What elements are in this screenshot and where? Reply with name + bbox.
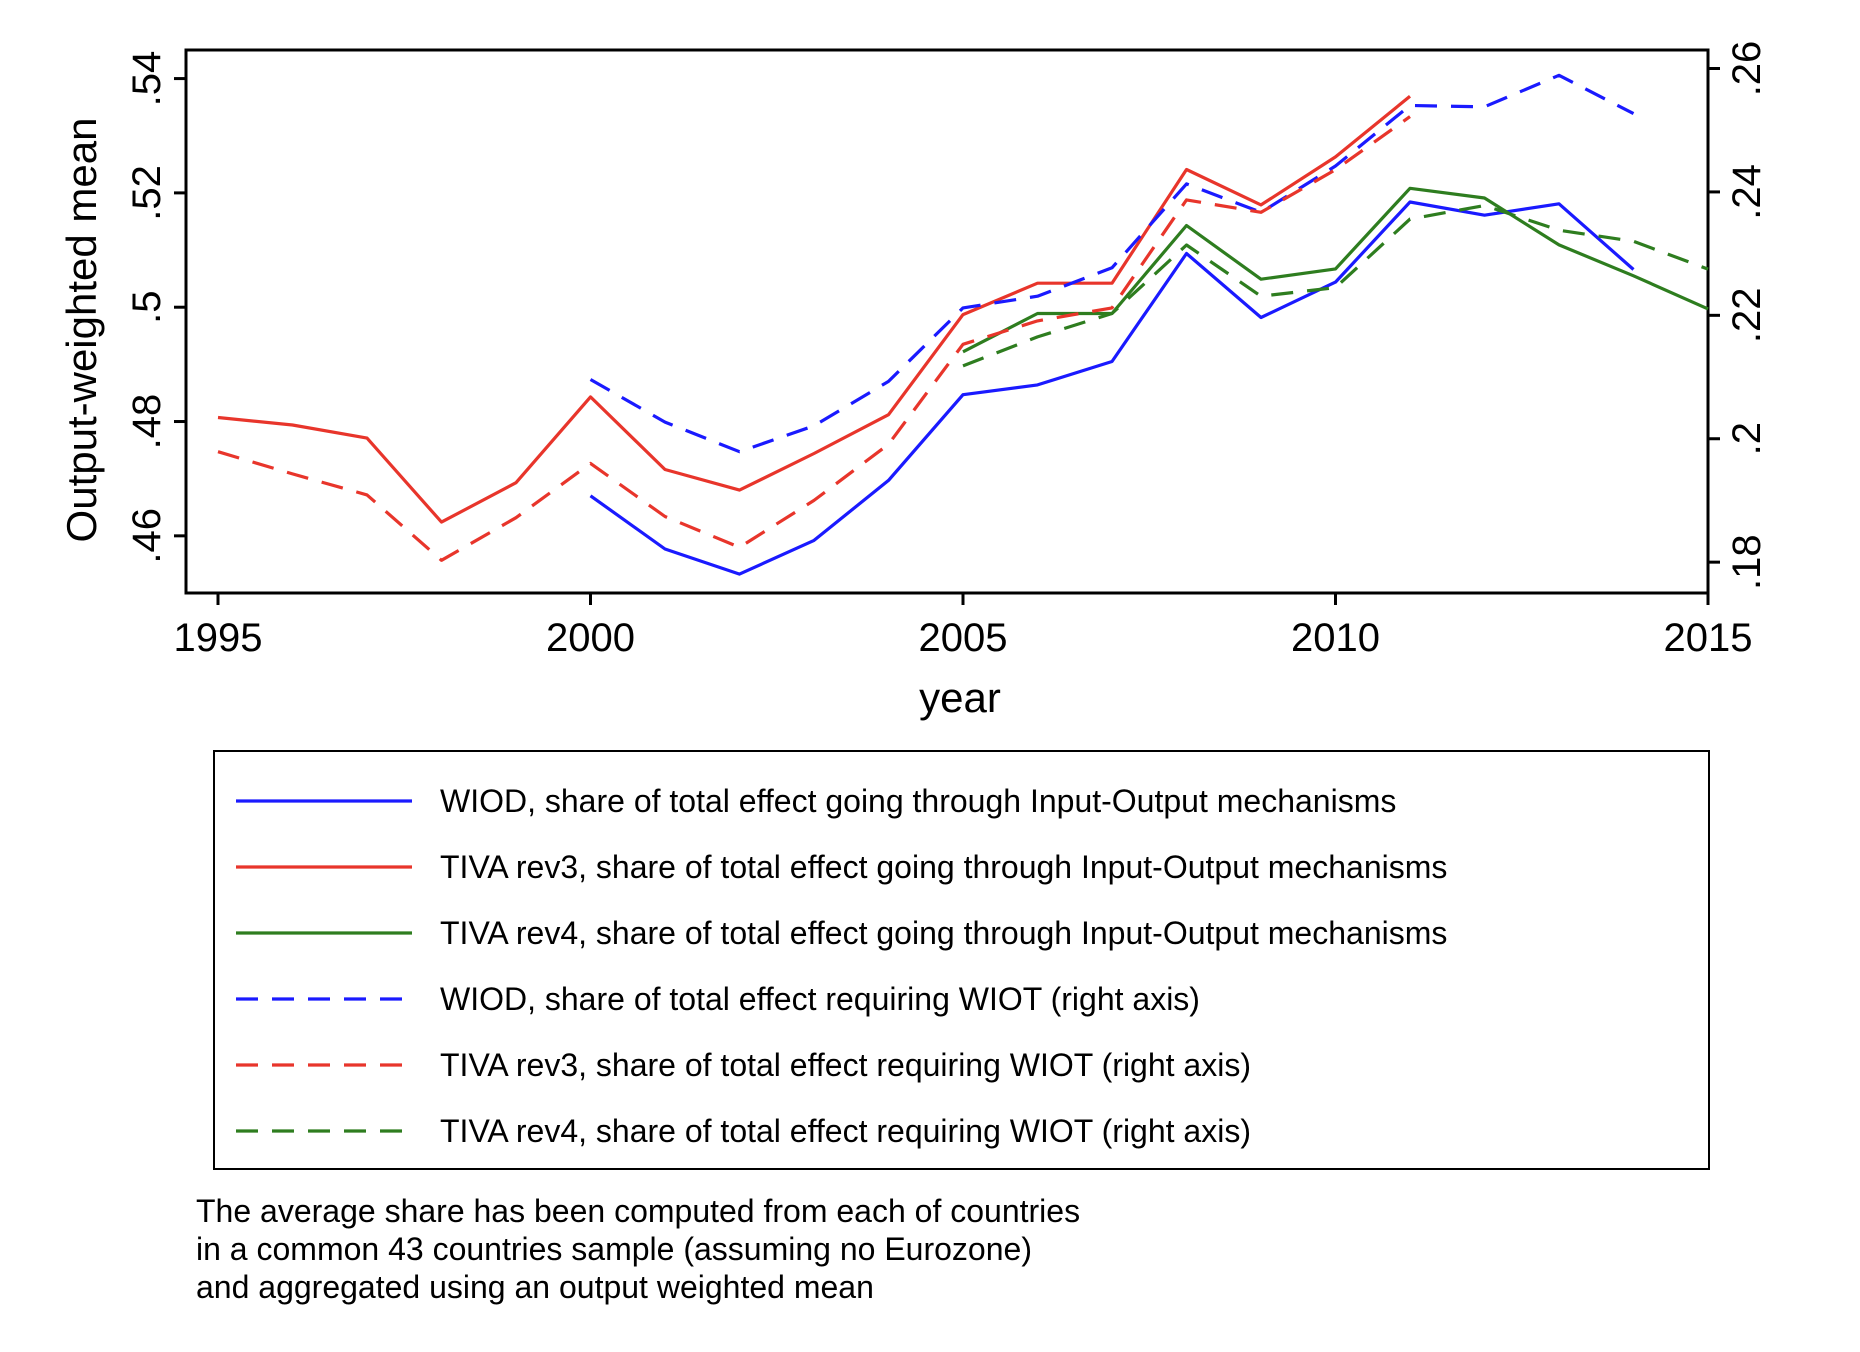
y-left-tick-label: .52 — [125, 165, 169, 221]
series-line — [962, 203, 1709, 368]
legend-box — [213, 750, 1710, 1170]
y-left-tick-label: .5 — [125, 291, 169, 324]
footnote-line: in a common 43 countries sample (assumin… — [196, 1231, 1032, 1267]
series-layer — [217, 73, 1709, 576]
y-right-tick-label: .18 — [1725, 534, 1769, 590]
y-axis-left: .46 .48 .5 .52 .54 — [125, 51, 186, 564]
y-right-tick-label: .26 — [1725, 41, 1769, 97]
y-right-tick-label: .22 — [1725, 288, 1769, 344]
x-tick-label: 2010 — [1291, 616, 1380, 660]
x-axis: 1995 2000 2005 2010 2015 — [174, 593, 1753, 660]
x-tick-label: 2015 — [1664, 616, 1753, 660]
y-right-tick-label: .24 — [1725, 164, 1769, 220]
plot-frame — [184, 48, 1710, 595]
series-line — [589, 73, 1635, 454]
y-left-tick-label: .54 — [125, 51, 169, 107]
legend: WIOD, share of total effect going throug… — [236, 783, 1447, 1149]
x-tick-label: 1995 — [174, 616, 263, 660]
footnote-line: and aggregated using an output weighted … — [196, 1269, 874, 1305]
series-line — [217, 95, 1412, 524]
legend-label: WIOD, share of total effect going throug… — [440, 783, 1396, 819]
series-line — [217, 115, 1411, 562]
legend-label: TIVA rev4, share of total effect going t… — [440, 915, 1447, 951]
y-right-tick-label: .2 — [1725, 422, 1769, 455]
legend-label: WIOD, share of total effect requiring WI… — [440, 981, 1200, 1017]
x-tick-label: 2000 — [546, 616, 635, 660]
x-axis-title: year — [919, 674, 1001, 721]
y-left-tick-label: .46 — [125, 508, 169, 564]
legend-label: TIVA rev3, share of total effect going t… — [440, 849, 1447, 885]
legend-label: TIVA rev4, share of total effect requiri… — [440, 1113, 1251, 1149]
legend-label: TIVA rev3, share of total effect requiri… — [440, 1047, 1251, 1083]
series-line — [589, 200, 1635, 576]
footnote-line: The average share has been computed from… — [196, 1193, 1081, 1229]
y-axis-title: Output-weighted mean — [58, 118, 105, 543]
y-left-tick-label: .48 — [125, 394, 169, 450]
x-tick-label: 2005 — [919, 616, 1008, 660]
footnote: The average share has been computed from… — [196, 1192, 1396, 1306]
y-axis-right: .18 .2 .22 .24 .26 — [1708, 41, 1769, 590]
series-line — [962, 186, 1709, 354]
